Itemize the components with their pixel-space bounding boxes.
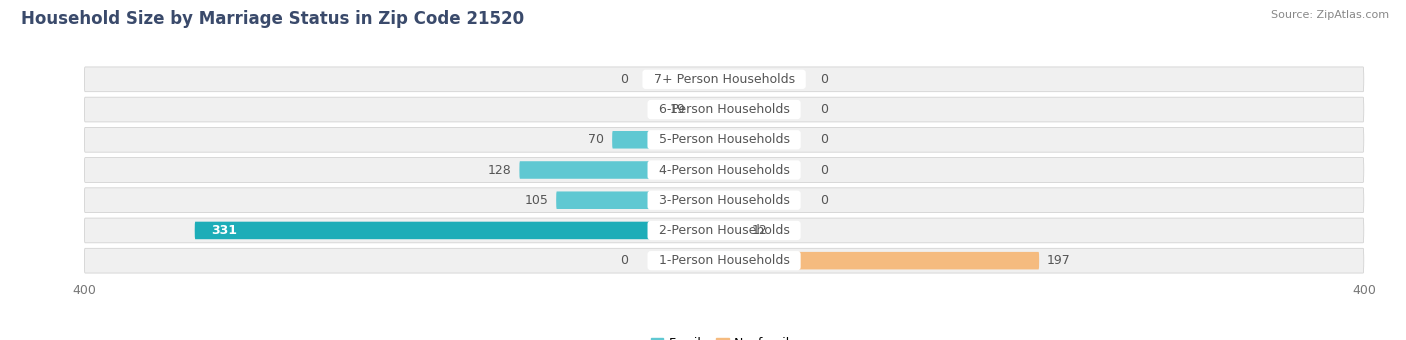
Text: 4-Person Households: 4-Person Households [651, 164, 797, 176]
Text: 7+ Person Households: 7+ Person Households [645, 73, 803, 86]
Text: 2-Person Households: 2-Person Households [651, 224, 797, 237]
FancyBboxPatch shape [84, 188, 1364, 212]
Text: 0: 0 [820, 194, 828, 207]
FancyBboxPatch shape [519, 161, 724, 179]
FancyBboxPatch shape [612, 131, 724, 149]
Text: 0: 0 [820, 103, 828, 116]
Text: 5-Person Households: 5-Person Households [651, 133, 797, 146]
Text: 0: 0 [620, 254, 628, 267]
Text: 70: 70 [588, 133, 605, 146]
Text: Household Size by Marriage Status in Zip Code 21520: Household Size by Marriage Status in Zip… [21, 10, 524, 28]
FancyBboxPatch shape [557, 191, 724, 209]
Text: 0: 0 [820, 73, 828, 86]
FancyBboxPatch shape [724, 222, 744, 239]
FancyBboxPatch shape [84, 67, 1364, 92]
Text: 6-Person Households: 6-Person Households [651, 103, 797, 116]
Text: 0: 0 [620, 73, 628, 86]
Text: 3-Person Households: 3-Person Households [651, 194, 797, 207]
Text: Source: ZipAtlas.com: Source: ZipAtlas.com [1271, 10, 1389, 20]
FancyBboxPatch shape [724, 252, 1039, 269]
Legend: Family, Nonfamily: Family, Nonfamily [645, 332, 803, 340]
Text: 105: 105 [524, 194, 548, 207]
Text: 128: 128 [488, 164, 512, 176]
Text: 1-Person Households: 1-Person Households [651, 254, 797, 267]
FancyBboxPatch shape [194, 222, 724, 239]
FancyBboxPatch shape [693, 101, 724, 118]
Text: 19: 19 [669, 103, 686, 116]
Text: 0: 0 [820, 133, 828, 146]
FancyBboxPatch shape [84, 218, 1364, 243]
FancyBboxPatch shape [84, 248, 1364, 273]
FancyBboxPatch shape [84, 97, 1364, 122]
FancyBboxPatch shape [84, 158, 1364, 182]
Text: 331: 331 [211, 224, 236, 237]
FancyBboxPatch shape [84, 128, 1364, 152]
Text: 197: 197 [1047, 254, 1071, 267]
Text: 0: 0 [820, 164, 828, 176]
Text: 12: 12 [751, 224, 768, 237]
